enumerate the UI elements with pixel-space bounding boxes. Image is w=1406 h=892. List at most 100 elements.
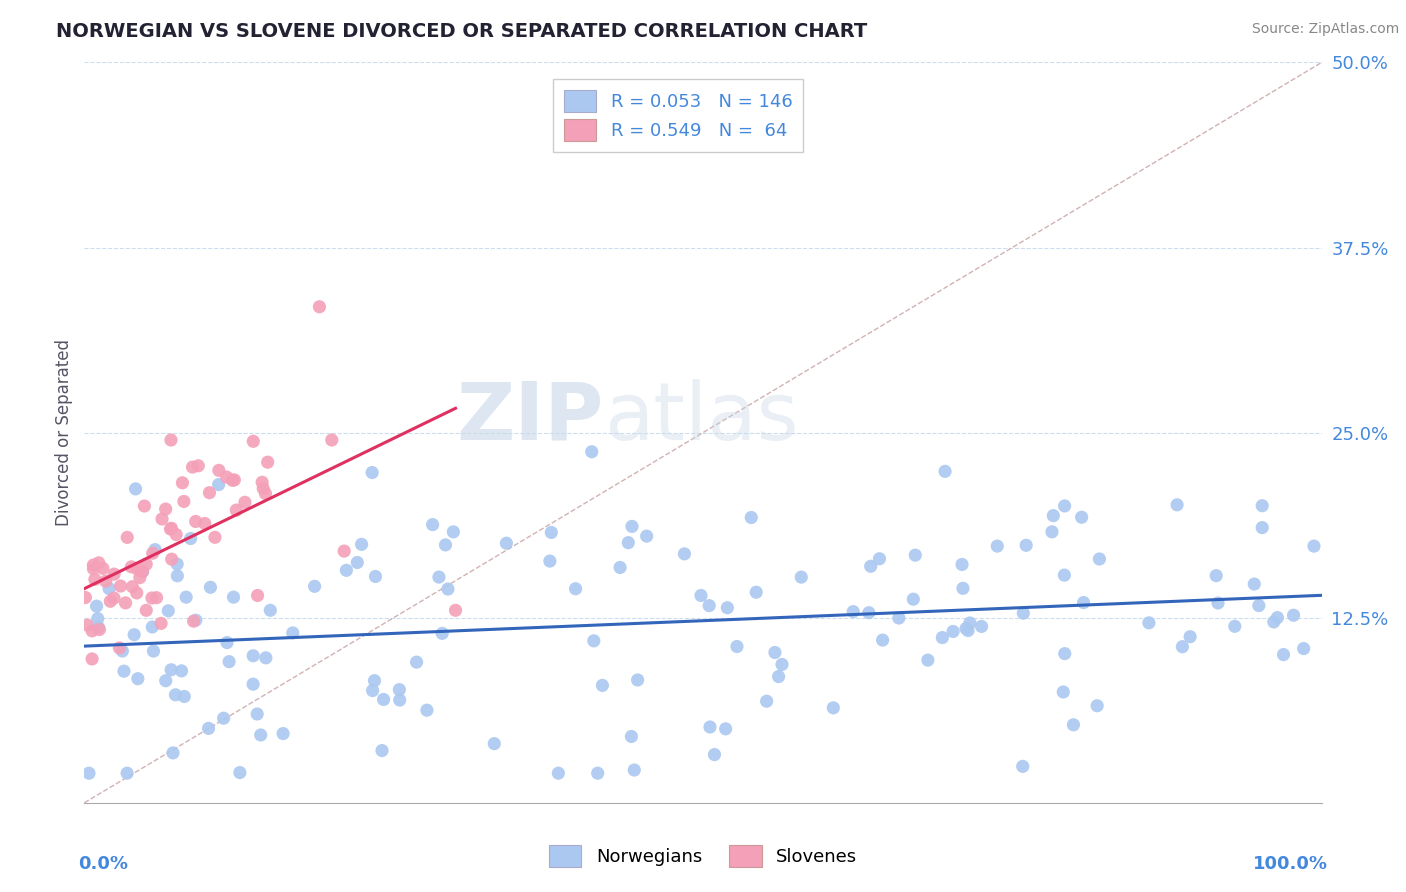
- Point: [484, 737, 506, 751]
- Point: [187, 458, 209, 473]
- Point: [180, 532, 202, 546]
- Point: [636, 529, 658, 543]
- Point: [763, 645, 786, 659]
- Point: [1251, 499, 1274, 513]
- Point: [256, 455, 278, 469]
- Point: [673, 547, 696, 561]
- Point: [1053, 568, 1076, 582]
- Point: [335, 563, 357, 577]
- Legend: Norwegians, Slovenes: Norwegians, Slovenes: [541, 838, 865, 874]
- Point: [207, 477, 229, 491]
- Point: [755, 694, 778, 708]
- Point: [249, 728, 271, 742]
- Text: Source: ZipAtlas.com: Source: ZipAtlas.com: [1251, 22, 1399, 37]
- Point: [304, 579, 326, 593]
- Point: [1171, 640, 1194, 654]
- Point: [858, 606, 880, 620]
- Point: [617, 535, 640, 549]
- Point: [904, 548, 927, 562]
- Point: [1205, 568, 1227, 582]
- Point: [134, 499, 156, 513]
- Text: NORWEGIAN VS SLOVENE DIVORCED OR SEPARATED CORRELATION CHART: NORWEGIAN VS SLOVENE DIVORCED OR SEPARAT…: [56, 22, 868, 41]
- Point: [416, 703, 439, 717]
- Point: [970, 619, 993, 633]
- Point: [128, 571, 150, 585]
- Point: [181, 460, 204, 475]
- Point: [1137, 615, 1160, 630]
- Point: [157, 604, 180, 618]
- Point: [432, 626, 454, 640]
- Point: [547, 766, 569, 780]
- Point: [166, 557, 188, 571]
- Point: [952, 582, 974, 596]
- Text: ZIP: ZIP: [457, 379, 605, 457]
- Point: [172, 475, 194, 490]
- Point: [823, 701, 845, 715]
- Point: [246, 706, 269, 721]
- Point: [770, 657, 793, 672]
- Point: [361, 683, 384, 698]
- Point: [1223, 619, 1246, 633]
- Point: [115, 766, 138, 780]
- Point: [1085, 698, 1108, 713]
- Point: [98, 582, 121, 596]
- Point: [200, 580, 222, 594]
- Point: [208, 463, 231, 477]
- Point: [768, 669, 790, 683]
- Point: [434, 538, 457, 552]
- Point: [242, 677, 264, 691]
- Point: [1053, 647, 1076, 661]
- Point: [162, 746, 184, 760]
- Point: [1073, 596, 1095, 610]
- Point: [194, 516, 217, 531]
- Point: [83, 573, 105, 587]
- Point: [111, 644, 134, 658]
- Point: [82, 558, 104, 572]
- Point: [198, 485, 221, 500]
- Point: [142, 644, 165, 658]
- Text: 0.0%: 0.0%: [79, 855, 128, 872]
- Point: [215, 470, 238, 484]
- Point: [716, 600, 738, 615]
- Point: [373, 692, 395, 706]
- Point: [950, 558, 973, 572]
- Point: [388, 693, 411, 707]
- Point: [703, 747, 725, 762]
- Point: [184, 613, 207, 627]
- Point: [173, 690, 195, 704]
- Point: [143, 542, 166, 557]
- Point: [1303, 539, 1326, 553]
- Point: [495, 536, 517, 550]
- Point: [842, 605, 865, 619]
- Point: [959, 615, 981, 630]
- Point: [1243, 577, 1265, 591]
- Point: [173, 494, 195, 508]
- Point: [869, 551, 891, 566]
- Point: [538, 554, 561, 568]
- Point: [215, 635, 238, 649]
- Point: [165, 688, 187, 702]
- Point: [591, 678, 613, 692]
- Point: [120, 559, 142, 574]
- Point: [697, 599, 720, 613]
- Point: [1040, 524, 1063, 539]
- Point: [623, 763, 645, 777]
- Point: [699, 720, 721, 734]
- Point: [1088, 552, 1111, 566]
- Point: [250, 475, 273, 490]
- Point: [155, 502, 177, 516]
- Point: [1011, 759, 1033, 773]
- Point: [364, 569, 387, 583]
- Point: [91, 561, 114, 575]
- Point: [740, 510, 762, 524]
- Point: [1042, 508, 1064, 523]
- Point: [872, 633, 894, 648]
- Point: [82, 562, 104, 576]
- Point: [108, 640, 131, 655]
- Point: [124, 482, 146, 496]
- Point: [581, 444, 603, 458]
- Point: [1070, 510, 1092, 524]
- Point: [1052, 685, 1074, 699]
- Point: [112, 664, 135, 678]
- Point: [259, 603, 281, 617]
